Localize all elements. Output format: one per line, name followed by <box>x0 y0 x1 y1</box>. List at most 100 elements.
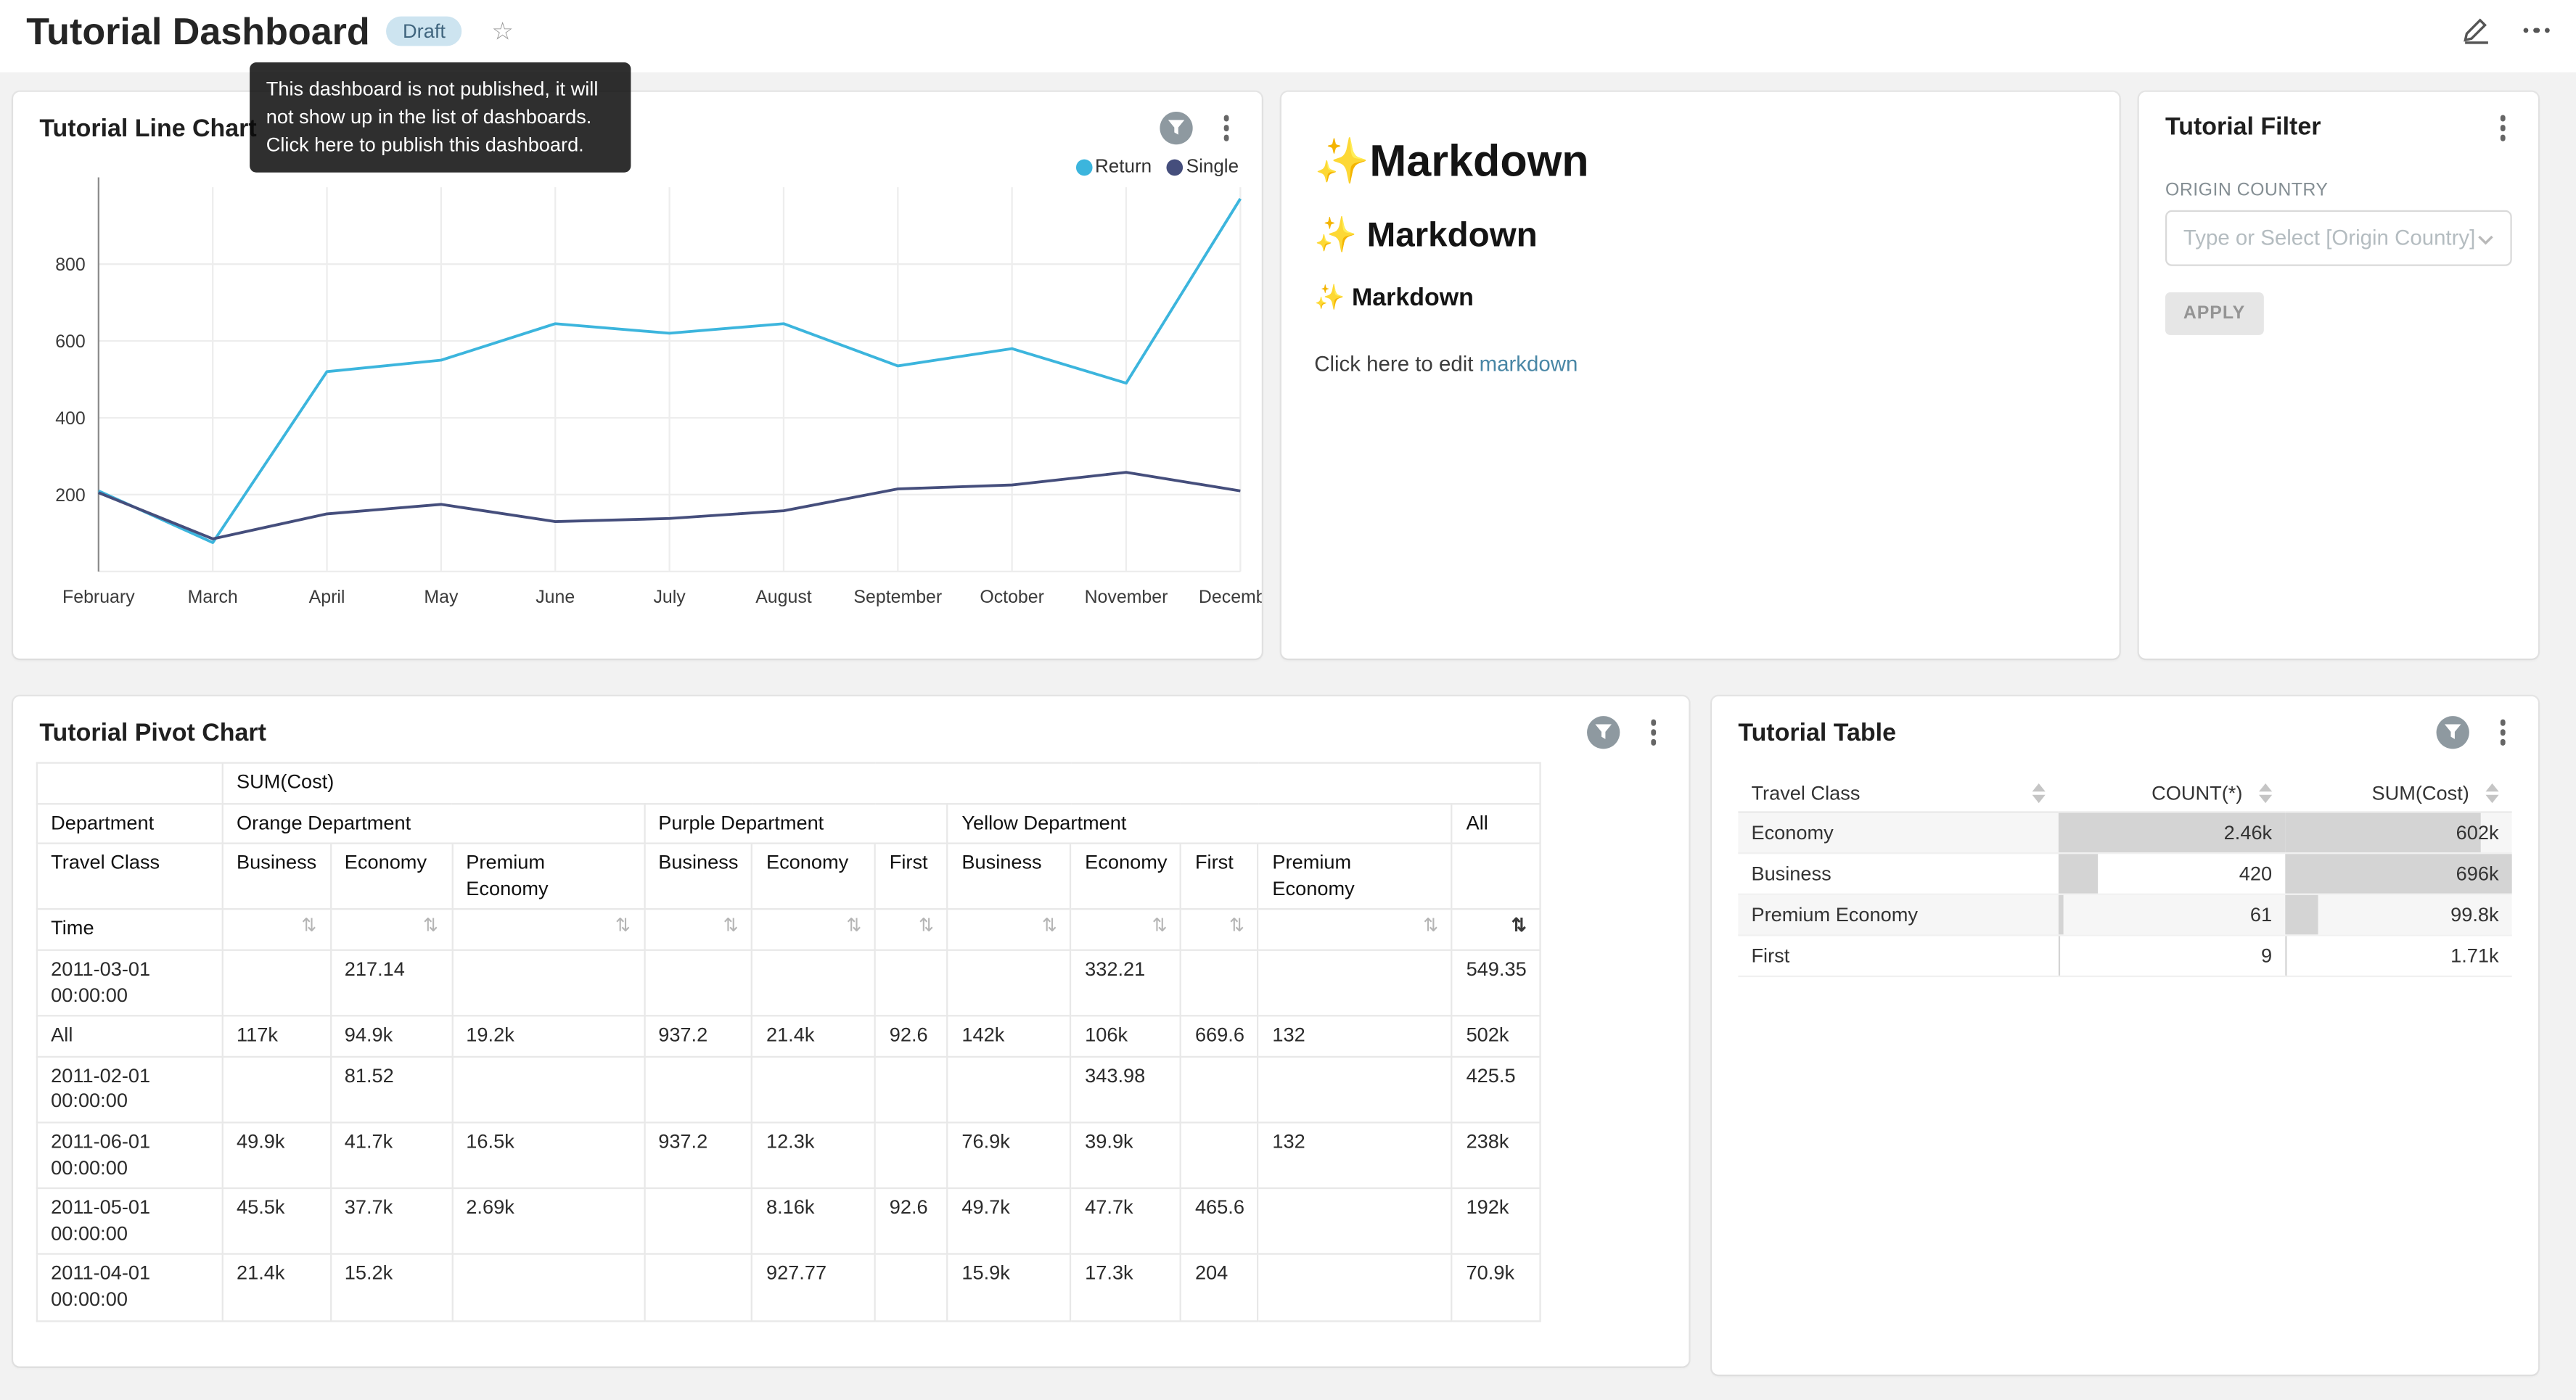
sort-icon[interactable]: ⇅ <box>723 917 739 937</box>
legend-label: Single <box>1186 157 1239 178</box>
pivot-value-cell <box>874 949 949 1017</box>
svg-text:December: December <box>1199 587 1262 607</box>
cell-bar <box>2058 812 2286 853</box>
col-label: Travel Class <box>1751 781 1861 805</box>
svg-text:July: July <box>653 587 686 607</box>
more-menu-icon[interactable] <box>2522 21 2550 40</box>
sort-icon[interactable]: ⇅ <box>422 917 438 937</box>
pivot-col-header: Premium Economy <box>451 842 646 911</box>
pivot-col-header: Economy <box>329 842 454 911</box>
page-title: Tutorial Dashboard <box>26 9 370 53</box>
sort-icon[interactable]: ⇅ <box>1152 917 1168 937</box>
draft-badge[interactable]: Draft <box>386 16 462 46</box>
markdown-h3: ✨ Markdown <box>1314 284 1474 313</box>
markdown-h2: ✨ Markdown <box>1314 216 1538 255</box>
pivot-value-cell: 21.4k <box>751 1015 877 1058</box>
table-cell-travel-class: Business <box>1738 853 2059 895</box>
cell-value: 696k <box>2456 862 2499 886</box>
legend-item-single[interactable]: Single <box>1166 157 1239 178</box>
svg-text:May: May <box>424 587 459 607</box>
pivot-value-cell <box>1258 1253 1453 1322</box>
pivot-row-label: 2011-05-01 00:00:00 <box>36 1187 223 1256</box>
pivot-value-cell <box>874 1121 949 1190</box>
pivot-value-cell: 15.9k <box>947 1253 1072 1322</box>
table-chart-card: Tutorial Table Travel Class COUNT(*) <box>1712 696 2538 1375</box>
pivot-rowdim-label: Time <box>36 908 223 951</box>
favorite-star-icon[interactable]: ☆ <box>491 17 514 46</box>
chart-more-icon[interactable] <box>1217 112 1236 144</box>
pivot-sort-cell: ⇅ <box>1451 908 1542 951</box>
markdown-paragraph-text: Click here to edit <box>1314 351 1480 376</box>
pivot-value-cell: 8.16k <box>751 1187 877 1256</box>
svg-text:October: October <box>980 587 1044 607</box>
pivot-value-cell: 502k <box>1451 1015 1542 1058</box>
line-chart-card: Tutorial Line Chart Return Single Februar… <box>13 91 1262 659</box>
pivot-value-cell <box>751 1055 877 1124</box>
pivot-value-cell <box>451 949 646 1017</box>
pivot-value-cell: 2.69k <box>451 1187 646 1256</box>
filter-indicator-icon[interactable] <box>1159 111 1192 145</box>
cell-bar <box>2285 812 2482 853</box>
sort-icon[interactable]: ⇅ <box>919 917 934 937</box>
pivot-col-header: Business <box>947 842 1072 911</box>
chevron-down-icon <box>2477 223 2494 252</box>
pivot-sort-cell: ⇅ <box>947 908 1072 951</box>
pivot-sort-cell: ⇅ <box>643 908 753 951</box>
filter-indicator-icon[interactable] <box>2435 716 2469 749</box>
title-wrap: Tutorial Dashboard Draft ☆ <box>26 7 514 56</box>
table-cell-sum-cost: 1.71k <box>2285 935 2512 978</box>
sort-icon[interactable]: ⇅ <box>1511 917 1527 937</box>
sort-icon <box>2259 783 2273 804</box>
filter-indicator-icon[interactable] <box>1586 716 1620 749</box>
svg-text:February: February <box>62 587 135 607</box>
pivot-value-cell <box>947 1055 1072 1124</box>
markdown-edit-link[interactable]: markdown <box>1479 351 1578 376</box>
svg-text:600: 600 <box>55 332 86 352</box>
pivot-value-cell <box>1258 1055 1453 1124</box>
pivot-value-cell: 937.2 <box>643 1121 753 1190</box>
svg-text:September: September <box>853 587 942 607</box>
col-header-count[interactable]: COUNT(*) <box>2058 775 2286 813</box>
card-head-icons <box>1586 716 1662 749</box>
tutorial-table-body: Economy 2.46k 602k Business 420 696k Premium E… <box>1738 812 2512 978</box>
pivot-corner-cell <box>36 762 223 804</box>
pivot-value-cell: 927.77 <box>751 1253 877 1322</box>
chart-more-icon[interactable] <box>1644 717 1662 749</box>
col-header-sum-cost[interactable]: SUM(Cost) <box>2285 775 2512 813</box>
col-header-travel-class[interactable]: Travel Class <box>1738 775 2059 813</box>
dashboard-header: Tutorial Dashboard Draft ☆ <box>0 0 2576 73</box>
pivot-col-header <box>1451 842 1542 911</box>
sort-icon[interactable]: ⇅ <box>301 917 317 937</box>
table-row: Business 420 696k <box>1738 853 2512 895</box>
chart-more-icon[interactable] <box>2493 717 2512 749</box>
pivot-value-cell: 45.5k <box>221 1187 332 1256</box>
svg-text:November: November <box>1085 587 1168 607</box>
pivot-group-header: Orange Department <box>221 802 646 845</box>
sort-icon[interactable]: ⇅ <box>1041 917 1057 937</box>
pivot-col-header: Economy <box>751 842 877 911</box>
card-title: Tutorial Line Chart <box>39 114 257 142</box>
table-cell-travel-class: First <box>1738 935 2059 978</box>
sort-icon[interactable]: ⇅ <box>1229 917 1244 937</box>
svg-text:June: June <box>536 587 575 607</box>
pivot-value-cell: 94.9k <box>329 1015 454 1058</box>
pivot-value-cell: 117k <box>221 1015 332 1058</box>
legend-item-return[interactable]: Return <box>1075 157 1152 178</box>
table-cell-count: 61 <box>2058 894 2286 936</box>
sort-icon[interactable]: ⇅ <box>1423 917 1439 937</box>
origin-country-select[interactable]: Type or Select [Origin Country] <box>2165 209 2512 265</box>
sort-icon[interactable]: ⇅ <box>846 917 862 937</box>
filter-more-icon[interactable] <box>2493 112 2512 144</box>
edit-dashboard-icon[interactable] <box>2462 17 2490 44</box>
pivot-value-cell: 39.9k <box>1070 1121 1182 1190</box>
pivot-metric-header: SUM(Cost) <box>221 762 1542 804</box>
cell-bar <box>2058 894 2064 935</box>
cell-value: 602k <box>2456 821 2499 844</box>
pivot-value-cell: 142k <box>947 1015 1072 1058</box>
markdown-card: ✨Markdown ✨ Markdown ✨ Markdown Click he… <box>1281 91 2120 659</box>
sort-icon[interactable]: ⇅ <box>615 917 631 937</box>
apply-button[interactable]: APPLY <box>2165 291 2264 334</box>
pivot-chart-card: Tutorial Pivot Chart SUM(Cost) Department… <box>13 696 1689 1367</box>
pivot-value-cell: 17.3k <box>1070 1253 1182 1322</box>
